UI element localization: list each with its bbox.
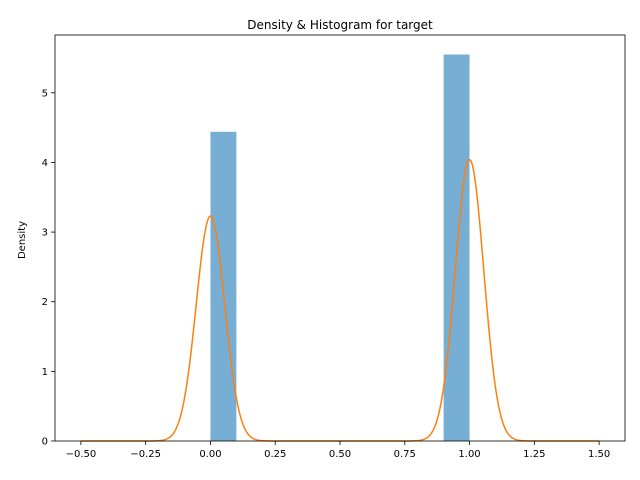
y-tick-label: 3 xyxy=(42,228,48,239)
y-tick-label: 0 xyxy=(42,437,48,448)
density-curve-line xyxy=(80,158,600,442)
x-tick-label: 1.50 xyxy=(588,449,610,460)
y-tick-label: 1 xyxy=(42,367,48,378)
y-axis-label: Density xyxy=(17,221,28,259)
y-tick-label: 2 xyxy=(42,297,48,308)
x-tick-label: 0.00 xyxy=(199,449,221,460)
x-tick-label: −0.50 xyxy=(66,449,97,460)
x-tick-label: 0.25 xyxy=(264,449,286,460)
plot-area: −0.50 −0.25 0.00 0.25 0.50 0.75 1.00 1.25 1.50 0 1… xyxy=(42,34,626,460)
x-tick-label: 0.75 xyxy=(394,449,416,460)
y-tick-label: 4 xyxy=(42,158,48,169)
x-tick-label: 1.00 xyxy=(458,449,480,460)
x-tick-label: 0.50 xyxy=(329,449,351,460)
y-tick-label: 5 xyxy=(42,88,48,99)
chart-title: Density & Histogram for target xyxy=(247,18,433,32)
x-tick-label: 1.25 xyxy=(523,449,545,460)
axes-frame xyxy=(54,34,626,442)
x-tick-label: −0.25 xyxy=(130,449,161,460)
